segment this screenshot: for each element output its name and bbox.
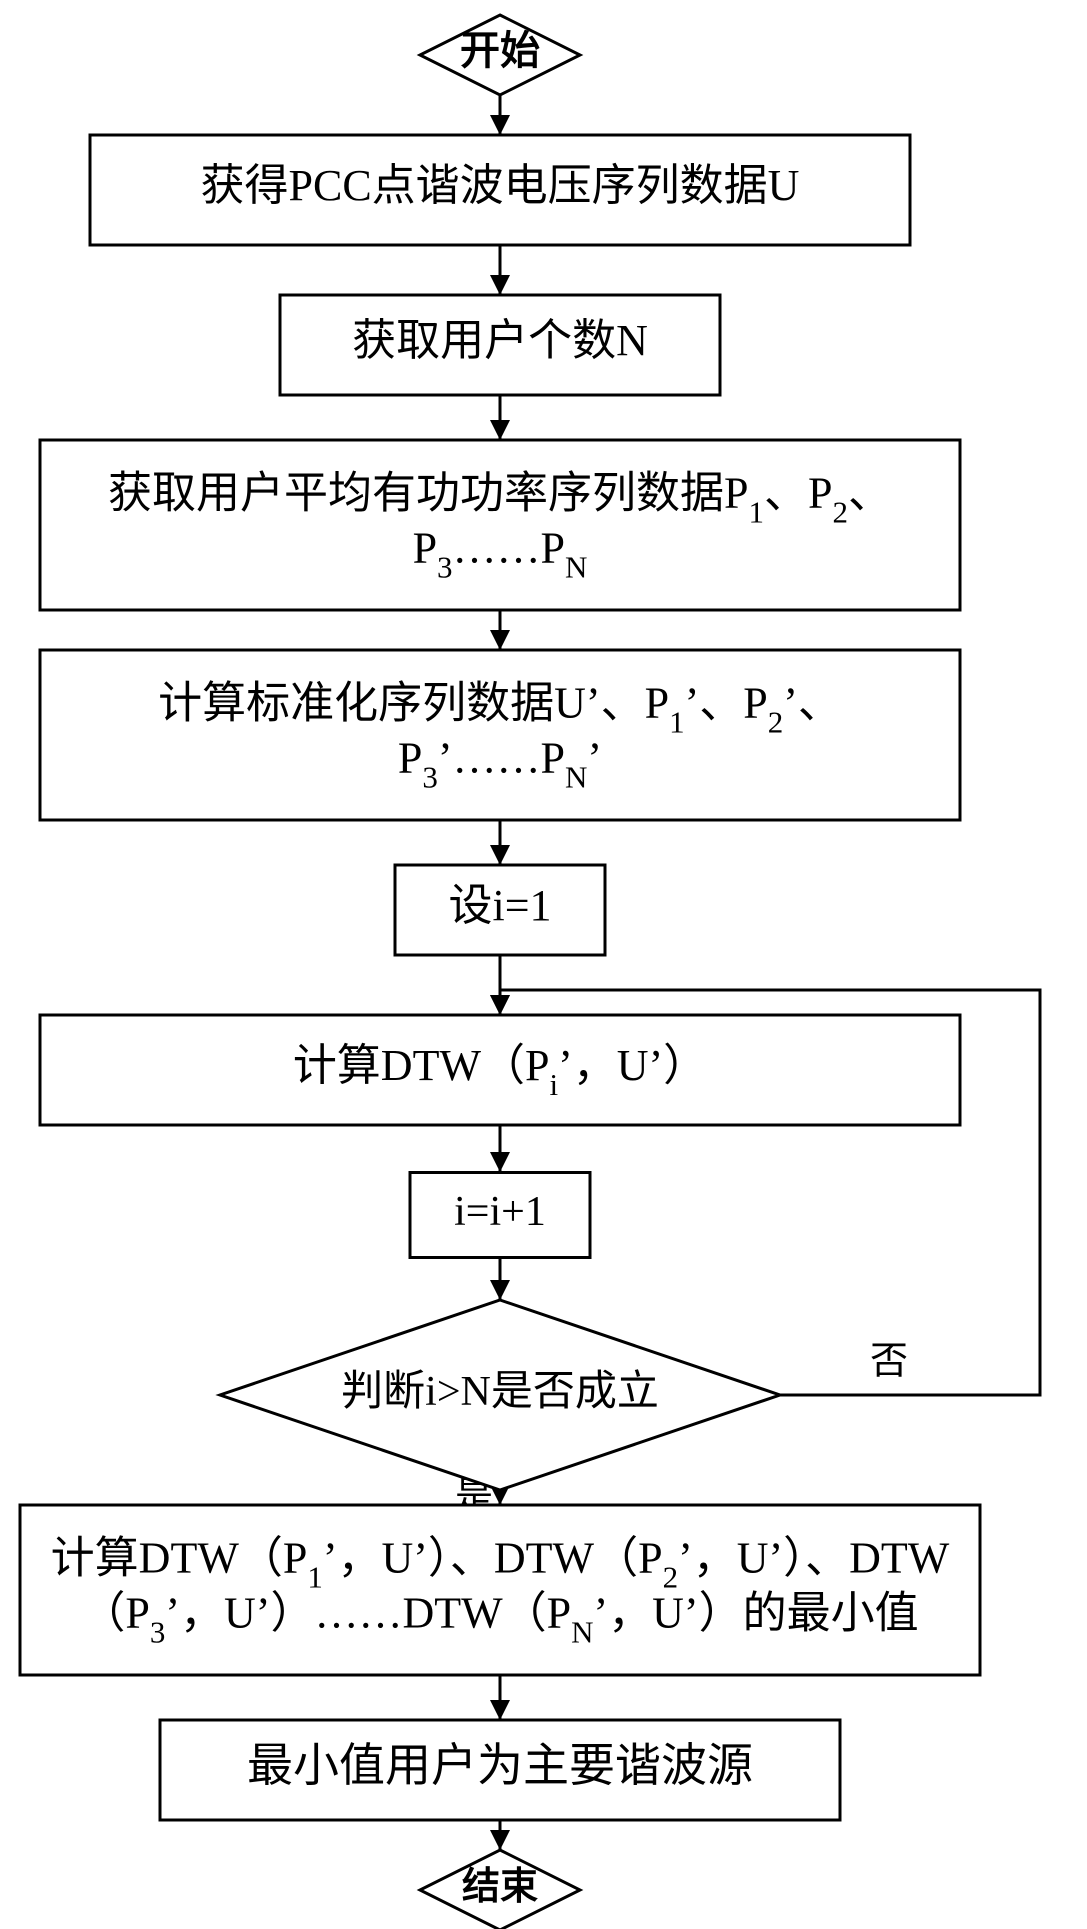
flow-node-box1: 获得PCC点谐波电压序列数据U bbox=[90, 135, 910, 245]
flow-node-dec: 判断i>N是否成立 bbox=[220, 1300, 780, 1490]
flow-node-end: 结束 bbox=[420, 1850, 580, 1929]
flow-node-box5: 设i=1 bbox=[395, 865, 605, 955]
node-text-line: 开始 bbox=[460, 28, 540, 73]
node-text-line: 最小值用户为主要谐波源 bbox=[247, 1740, 753, 1791]
node-text-line: 获取用户个数N bbox=[352, 316, 648, 365]
flow-node-box4: 计算标准化序列数据U’、P1’、P2’、P3’……PN’ bbox=[40, 650, 960, 820]
node-text-line: 判断i>N是否成立 bbox=[341, 1368, 659, 1415]
node-text-line: i=i+1 bbox=[454, 1189, 546, 1235]
flow-node-box6: 计算DTW（Pi’，U’） bbox=[40, 1015, 960, 1125]
flow-node-box9: 最小值用户为主要谐波源 bbox=[160, 1720, 840, 1820]
flow-node-box8: 计算DTW（P1’，U’）、DTW（P2’，U’）、DTW（P3’，U’）……D… bbox=[20, 1505, 980, 1675]
flow-node-box2: 获取用户个数N bbox=[280, 295, 720, 395]
flow-node-box3: 获取用户平均有功功率序列数据P1、P2、P3……PN bbox=[40, 440, 960, 610]
edge-label: 否 bbox=[870, 1341, 908, 1383]
flow-node-box7: i=i+1 bbox=[410, 1173, 590, 1258]
flow-node-start: 开始 bbox=[420, 15, 580, 95]
node-text-line: 获得PCC点谐波电压序列数据U bbox=[201, 161, 800, 210]
node-text-line: 设i=1 bbox=[448, 881, 551, 930]
node-text-line: 结束 bbox=[462, 1866, 538, 1908]
